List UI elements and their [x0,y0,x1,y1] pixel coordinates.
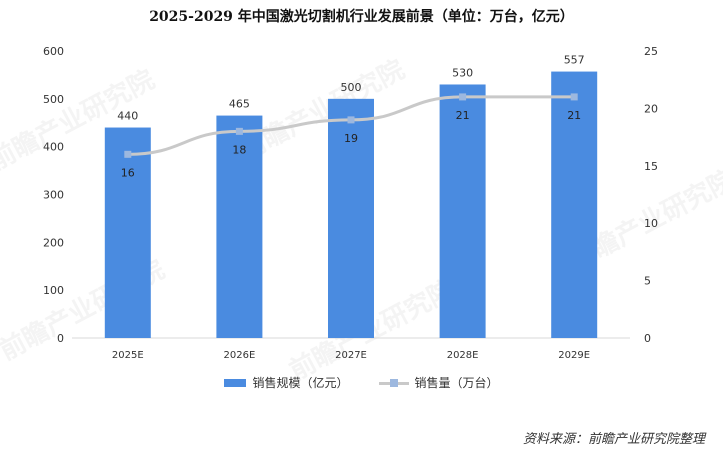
y-right-tick-label: 5 [644,275,651,288]
y-right-tick-label: 10 [644,217,658,230]
legend-item-sales-volume: 销售量（万台） [378,374,499,391]
chart-legend: 销售规模（亿元） 销售量（万台） [0,374,723,391]
bar-data-label: 440 [117,110,138,123]
bar-sales-value [104,127,151,339]
bar-data-label: 530 [452,66,473,79]
bar-data-label: 500 [341,81,362,94]
x-tick-label: 2027E [335,350,367,361]
legend-item-sales-value: 销售规模（亿元） [224,374,349,391]
line-point-marker [347,116,355,124]
y-right-tick-label: 20 [644,102,658,115]
y-left-tick-label: 300 [43,189,64,202]
x-tick-label: 2025E [112,350,144,361]
y-left-tick-label: 200 [43,236,64,249]
line-data-label: 18 [232,143,246,156]
source-note: 资料来源：前瞻产业研究院整理 [522,432,705,447]
x-tick-label: 2028E [447,350,479,361]
y-left-tick-label: 400 [43,141,64,154]
bar-sales-value [551,71,598,339]
y-left-tick-label: 100 [43,284,64,297]
chart-title: 2025-2029 年中国激光切割机行业发展前景（单位：万台，亿元） [149,9,574,25]
bar-sales-value [216,115,263,338]
line-data-label: 21 [567,109,581,122]
line-data-label: 21 [456,109,470,122]
x-tick-label: 2026E [224,350,256,361]
legend-bar-swatch [224,378,247,387]
line-data-label: 19 [344,132,358,145]
legend-label: 销售量（万台） [414,376,499,390]
y-left-tick-label: 600 [43,45,64,58]
bar-data-label: 465 [229,98,250,111]
y-right-tick-label: 15 [644,160,658,173]
line-point-marker [459,93,467,101]
bar-sales-value [439,84,486,338]
bar-sales-value [328,98,374,338]
y-right-tick-label: 25 [644,45,658,58]
bar-data-label: 557 [564,54,585,67]
legend-label: 销售规模（亿元） [252,376,349,390]
line-point-marker [235,127,243,135]
y-left-tick-label: 500 [43,93,64,106]
line-data-label: 16 [121,166,135,179]
y-left-tick-label: 0 [57,332,64,345]
legend-line-swatch [378,378,409,388]
line-point-marker [570,93,578,101]
x-tick-label: 2029E [558,350,590,361]
y-right-tick-label: 0 [644,332,651,345]
line-point-marker [124,150,132,158]
